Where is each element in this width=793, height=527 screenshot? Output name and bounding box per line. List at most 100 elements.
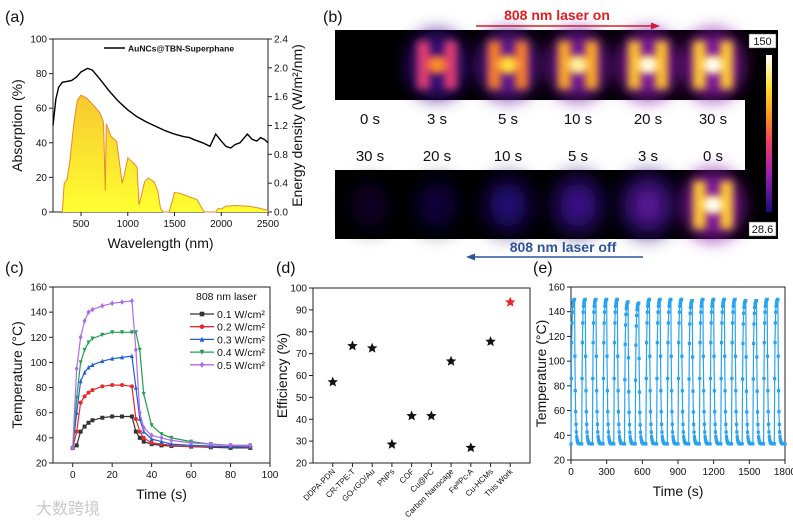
data-point <box>710 301 714 305</box>
data-point <box>100 384 105 389</box>
thermal-frame-heating <box>478 31 538 99</box>
data-point <box>657 301 661 305</box>
data-point <box>649 422 653 426</box>
category-label: PNPs <box>375 467 396 488</box>
data-point <box>681 430 685 434</box>
data-point <box>90 306 95 313</box>
data-point <box>149 432 154 439</box>
y-axis-label: Temperature (°C) <box>9 321 25 429</box>
data-point <box>765 297 769 301</box>
legend-title: 808 nm laser <box>196 291 257 303</box>
panel-a-absorption-chart: 0 20 40 60 80 100 500 1000 1500 2000 2500 Wavelengt… <box>9 35 305 252</box>
data-point <box>671 437 675 442</box>
data-point <box>767 430 771 434</box>
legend-label: AuNCs@TBN-Superphane <box>128 44 234 54</box>
data-point <box>74 443 79 448</box>
data-point <box>776 297 780 301</box>
data-point <box>633 378 638 382</box>
data-point <box>699 301 704 305</box>
panel-e-cycling-chart: 20 40 60 80 100 120 140 160 0 300 600 900 1200 1500 18… <box>533 283 793 500</box>
data-point <box>698 341 702 345</box>
x-tick-label: 0 <box>70 470 76 481</box>
data-point <box>741 322 745 326</box>
data-point <box>752 322 756 326</box>
data-point <box>585 430 589 434</box>
y-tick-label: 60 <box>296 371 308 382</box>
data-point <box>634 343 638 347</box>
data-point <box>730 341 734 345</box>
data-point <box>691 389 695 393</box>
data-point <box>752 341 756 346</box>
data-point <box>712 297 716 301</box>
thermal-core <box>704 197 722 213</box>
data-point <box>248 442 253 449</box>
data-point <box>626 300 630 304</box>
data-point <box>680 354 684 358</box>
frame-time-label: 3 s <box>638 148 658 165</box>
data-point <box>648 389 652 393</box>
data-point <box>731 310 735 314</box>
y-axis-label: Absorption (%) <box>9 79 25 172</box>
data-point <box>703 430 707 434</box>
data-point <box>90 388 95 393</box>
data-point <box>627 390 631 394</box>
data-point <box>406 410 417 421</box>
data-point <box>766 422 771 426</box>
data-point <box>110 356 115 361</box>
data-point <box>774 310 778 314</box>
data-point <box>735 430 739 434</box>
y-tick-label: 140 <box>548 307 565 318</box>
thermal-core <box>704 57 722 73</box>
cycling-series <box>569 297 787 446</box>
data-point <box>745 430 750 434</box>
x-tick-label: 1500 <box>163 219 186 230</box>
data-point <box>666 376 670 381</box>
data-point <box>634 324 638 328</box>
data-point <box>159 435 164 441</box>
thermal-frame-cooling <box>683 171 743 239</box>
data-point <box>713 422 717 426</box>
data-point <box>78 429 83 434</box>
x-axis-label: Wavelength (nm) <box>107 235 213 251</box>
data-point <box>734 422 739 426</box>
y-tick-label: 20 <box>36 173 48 184</box>
data-point <box>655 442 659 446</box>
y-tick-label: 70 <box>296 349 308 360</box>
y2-tick-label: 1.2 <box>274 121 288 132</box>
data-point <box>667 301 672 305</box>
data-point <box>732 301 736 305</box>
data-point <box>584 410 588 414</box>
y-tick-label: 30 <box>296 437 308 448</box>
data-point <box>702 422 706 426</box>
data-point <box>712 354 716 358</box>
data-point <box>584 354 588 358</box>
series-0.5 <box>70 298 253 451</box>
panel-label-e: (e) <box>533 260 553 277</box>
data-point <box>623 323 628 327</box>
data-point <box>592 310 596 314</box>
legend-label: 0.2 W/cm² <box>217 322 265 334</box>
data-point <box>623 342 627 346</box>
thermal-frame-heating <box>618 31 678 99</box>
data-point <box>607 437 611 442</box>
data-point <box>687 442 691 446</box>
data-point <box>783 442 787 446</box>
frame-time-label: 3 s <box>427 111 447 128</box>
data-point <box>603 304 607 308</box>
data-point <box>574 410 578 414</box>
data-point <box>765 354 770 358</box>
data-point <box>676 376 680 381</box>
frame-time-label: 0 s <box>360 111 380 128</box>
thermal-frame-cooling <box>548 171 608 239</box>
data-point <box>755 410 760 414</box>
frame-time-label: 0 s <box>703 148 723 165</box>
y-tick-label: 80 <box>36 383 48 394</box>
data-point <box>774 301 779 305</box>
data-point <box>82 394 87 399</box>
data-point <box>764 301 768 305</box>
y2-tick-label: 2.4 <box>274 35 288 46</box>
data-point <box>677 341 681 345</box>
x-tick-label: 2500 <box>257 219 280 230</box>
x-tick-label: 500 <box>73 219 90 230</box>
panel-c-temperature-chart: 20 40 60 80 100 120 140 160 0 20 40 60 80 100 Time (s)… <box>9 283 279 503</box>
